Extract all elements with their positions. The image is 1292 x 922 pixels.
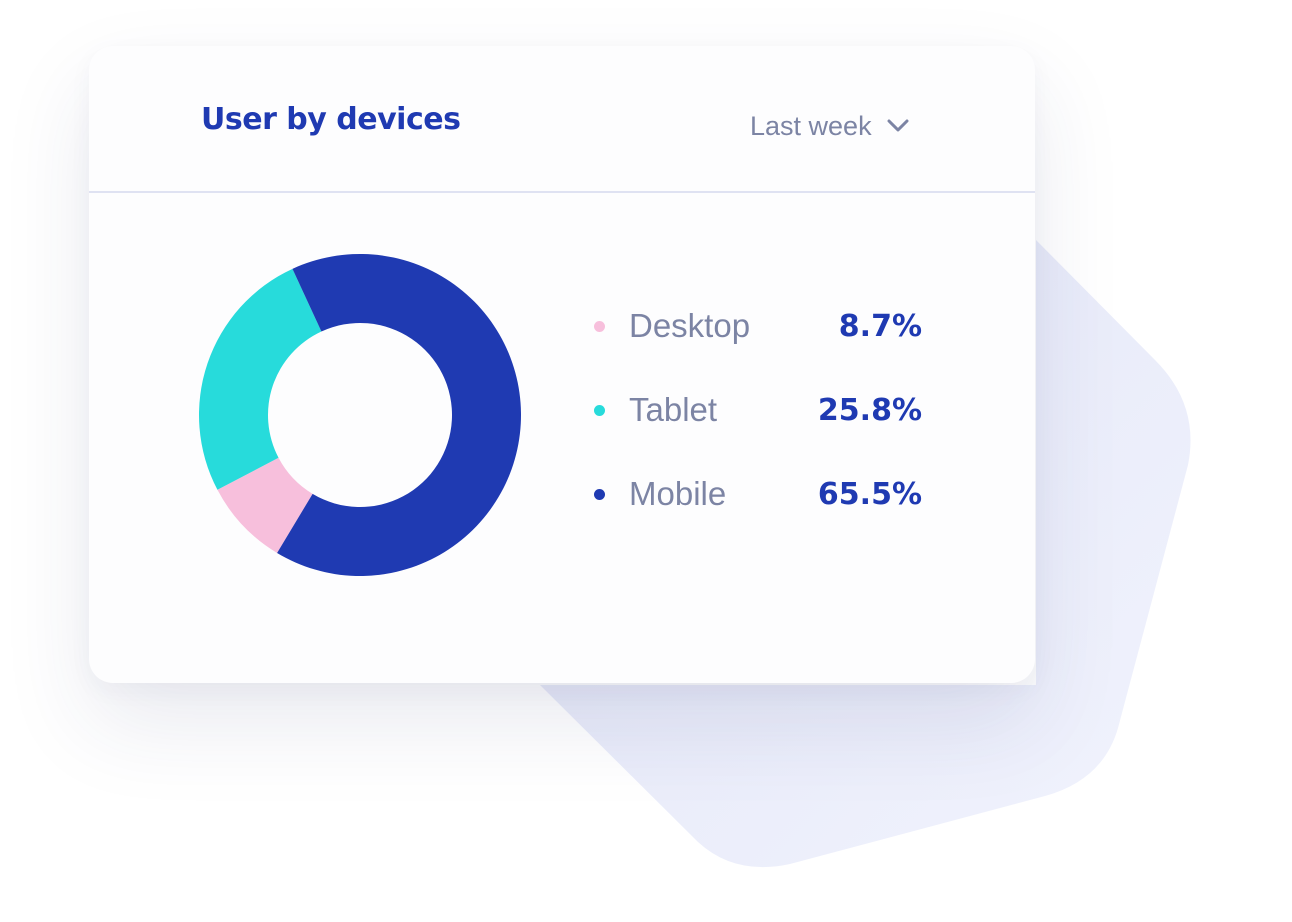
tablet-dot-icon <box>594 404 605 416</box>
legend-label-tablet: Tablet <box>629 391 718 428</box>
legend-value-tablet: 25.8% <box>817 392 922 428</box>
legend-item-tablet: Tablet 25.8% <box>594 368 924 452</box>
donut-slice-mobile <box>277 254 521 576</box>
legend-label-desktop: Desktop <box>629 307 751 344</box>
device-donut-chart <box>198 254 521 576</box>
legend-value-mobile: 65.5% <box>817 476 922 512</box>
card-title: User by devices <box>201 102 461 137</box>
legend-value-desktop: 8.7% <box>838 308 922 344</box>
chart-legend: Desktop 8.7% Tablet 25.8% Mobile 65.5% <box>594 284 924 536</box>
legend-item-mobile: Mobile 65.5% <box>594 452 924 536</box>
legend-label-mobile: Mobile <box>629 475 727 512</box>
desktop-dot-icon <box>594 320 605 332</box>
period-dropdown[interactable]: Last week <box>750 106 910 146</box>
period-dropdown-label: Last week <box>750 110 872 141</box>
donut-slice-desktop <box>217 457 313 554</box>
legend-item-desktop: Desktop 8.7% <box>594 284 924 368</box>
card-header: User by devices Last week <box>89 46 1035 193</box>
donut-slice-tablet <box>198 268 322 490</box>
chevron-down-icon <box>887 119 909 132</box>
mobile-dot-icon <box>594 488 605 500</box>
devices-card: User by devices Last week Desktop 8.7% Tab… <box>89 46 1035 683</box>
